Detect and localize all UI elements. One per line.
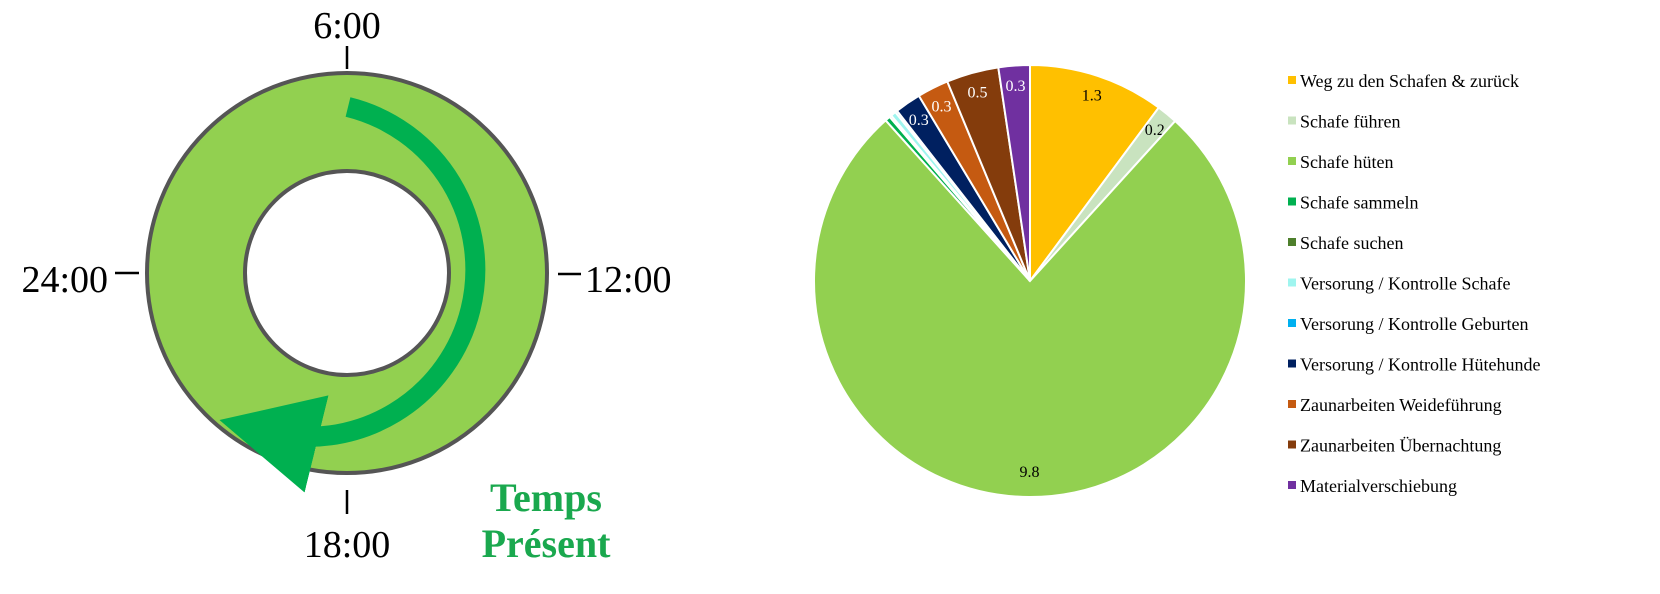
slice-data-label: 0.5 (968, 85, 988, 102)
legend-swatch (1288, 157, 1296, 165)
legend-entry-label: Weg zu den Schafen & zurück (1300, 71, 1519, 91)
legend-swatch (1288, 238, 1296, 246)
legend-entry-label: Versorung / Kontrolle Schafe (1300, 274, 1510, 294)
slice-data-label: 1.3 (1082, 87, 1102, 104)
legend-entry-label: Zaunarbeiten Übernachtung (1300, 436, 1501, 456)
pie-slice (1029, 63, 1161, 285)
clock-label-bottom: 18:00 (304, 524, 391, 566)
pie-chart: 1.30.29.80.30.30.5 0.3 (813, 63, 1247, 498)
caption-present: Présent (482, 521, 612, 566)
legend-entry-label: Schafe führen (1300, 112, 1400, 132)
legend-entry-label: Versorung / Kontrolle Geburten (1300, 314, 1528, 334)
slice-data-label: 0.2 (1145, 122, 1165, 139)
clock-inner-hole (243, 169, 451, 377)
legend-swatch (1288, 116, 1296, 125)
legend-swatch (1288, 440, 1296, 449)
legend-entry-label: Materialverschiebung (1300, 476, 1457, 496)
legend-swatch (1288, 197, 1296, 206)
legend-swatch (1288, 400, 1296, 408)
clock-diagram: 6:00 12:00 18:00 24:00 Temps Présent (21, 5, 671, 566)
pie-slice (813, 118, 1247, 498)
legend-swatch (1288, 481, 1296, 489)
legend-swatch (1288, 319, 1296, 327)
legend-swatch (1288, 278, 1296, 287)
slice-data-label: 0.3 (909, 112, 929, 129)
slice-data-label: 0.3 (1006, 78, 1026, 95)
slice-data-label: 9.8 (1020, 464, 1040, 481)
pie-slice (997, 63, 1031, 282)
pie-legend: Weg zu den Schafen & zurück Schafe führen… (1288, 71, 1540, 496)
legend-entry-label: Schafe suchen (1300, 233, 1403, 253)
legend-entry-label: Zaunarbeiten Weideführung (1300, 395, 1502, 415)
clock-direction-arrow (219, 97, 486, 493)
legend-entry-label: Schafe hüten (1300, 152, 1393, 172)
slice-data-label: 0.3 (932, 98, 952, 115)
legend-entry-label: Versorung / Kontrolle Hütehunde (1300, 355, 1540, 375)
legend-entry-label: Schafe sammeln (1300, 193, 1418, 213)
legend-swatch (1288, 76, 1296, 84)
clock-label-top: 6:00 (313, 5, 381, 47)
caption-temps: Temps (490, 475, 602, 520)
clock-label-left: 24:00 (21, 259, 108, 301)
clock-label-right: 12:00 (585, 259, 672, 301)
legend-swatch (1288, 359, 1296, 368)
